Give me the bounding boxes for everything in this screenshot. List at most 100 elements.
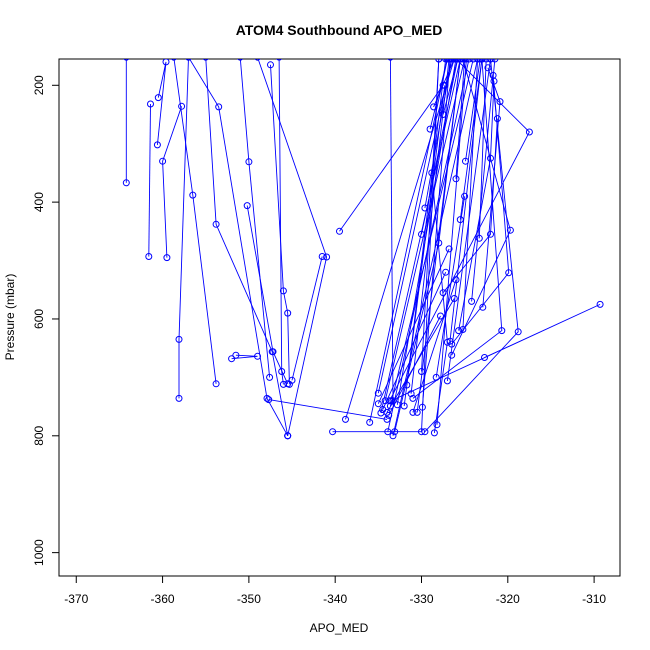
data-point: [496, 98, 504, 106]
series-line-3: [162, 106, 183, 258]
data-point: [469, 59, 477, 63]
series-line-30: [410, 59, 450, 394]
data-point: [481, 354, 488, 361]
series-line-21: [380, 59, 461, 414]
data-point: [153, 141, 161, 149]
y-tick-label: 800: [32, 425, 46, 445]
data-point: [162, 59, 170, 66]
data-point: [284, 309, 292, 317]
data-point: [426, 125, 434, 133]
data-point: [448, 351, 456, 359]
series-line-11: [231, 354, 258, 360]
data-point: [403, 381, 411, 389]
data-point: [323, 253, 331, 261]
data-point: [448, 340, 456, 348]
x-tick-label: -320: [496, 592, 520, 606]
data-point: [279, 287, 287, 295]
series-line-36: [449, 59, 483, 342]
data-point: [433, 421, 441, 429]
data-point: [266, 373, 274, 381]
data-point: [212, 220, 220, 228]
data-point: [342, 415, 349, 423]
series-line-44: [406, 59, 447, 386]
x-axis-label: APO_MED: [310, 621, 369, 635]
data-point: [269, 348, 277, 356]
series-line-42: [433, 59, 455, 108]
x-tick-label: -340: [323, 592, 347, 606]
data-point: [366, 418, 374, 426]
data-point: [189, 191, 197, 199]
data-point: [421, 428, 429, 436]
x-axis: -370 -360 -350 -340 -330 -320 -310: [64, 575, 606, 606]
series-line-5: [189, 59, 289, 437]
series-line-15: [257, 59, 328, 436]
series-line-19: [369, 59, 448, 423]
series-line-58: [482, 67, 501, 308]
series-line-51: [451, 59, 511, 356]
data-point: [435, 59, 443, 63]
data-point: [374, 400, 382, 408]
series-line-18: [332, 59, 440, 433]
data-point: [478, 59, 486, 63]
series-line-6: [173, 59, 217, 384]
y-tick-label: 400: [32, 192, 46, 212]
data-point: [263, 394, 271, 402]
data-point: [202, 59, 209, 61]
data-point: [215, 103, 223, 111]
y-axis: 200 400 600 800 1000: [32, 75, 60, 566]
series-line-63: [412, 279, 457, 413]
data-point: [212, 380, 220, 388]
series-line-33: [436, 59, 467, 425]
data-point: [254, 59, 261, 61]
data-point: [442, 268, 450, 276]
data-point: [232, 351, 240, 359]
data-point: [237, 59, 244, 61]
data-point: [430, 429, 438, 437]
data-point: [596, 300, 604, 308]
data-point: [455, 327, 463, 335]
series-line-49: [465, 59, 481, 162]
series-line-39: [424, 59, 453, 209]
data-point: [498, 327, 506, 335]
data-point: [439, 111, 447, 118]
data-point: [284, 432, 292, 440]
data-point: [493, 115, 501, 123]
data-point: [407, 390, 415, 398]
data-point: [413, 408, 421, 416]
data-point: [175, 394, 183, 402]
series-line-64: [435, 196, 466, 378]
data-point: [439, 289, 447, 297]
data-point: [254, 352, 261, 360]
x-tick-label: -370: [64, 592, 88, 606]
chart-marks: [122, 59, 604, 440]
data-point: [448, 59, 456, 63]
series-line-48: [478, 59, 487, 239]
data-point: [391, 428, 399, 436]
data-point: [276, 59, 283, 61]
data-point: [385, 411, 393, 419]
series-line-46: [459, 59, 483, 220]
data-point: [329, 428, 337, 436]
data-point: [452, 59, 460, 63]
y-axis-label: Pressure (mbar): [3, 274, 17, 361]
plot-frame: [58, 58, 621, 577]
data-point: [418, 403, 426, 411]
data-point: [450, 295, 458, 302]
data-point: [418, 368, 425, 375]
data-point: [430, 103, 438, 111]
data-point: [484, 64, 492, 72]
data-point: [456, 59, 464, 63]
data-point: [145, 253, 153, 260]
x-tick-label: -360: [151, 592, 175, 606]
series-line-1: [148, 103, 151, 257]
data-point: [122, 179, 130, 187]
data-point: [452, 276, 460, 284]
series-line-55: [451, 75, 510, 345]
data-point: [288, 376, 296, 384]
chart-title: ATOM4 Southbound APO_MED: [236, 22, 443, 38]
data-point: [459, 59, 467, 63]
series-line-8: [239, 59, 271, 378]
data-point: [409, 394, 417, 402]
series-line-9: [270, 64, 290, 385]
